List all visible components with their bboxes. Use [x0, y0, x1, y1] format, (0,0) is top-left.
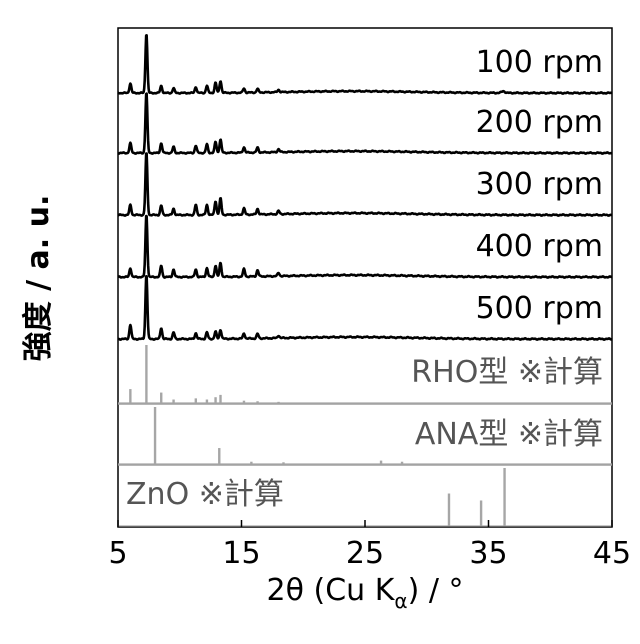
x-tick-label: 25: [346, 536, 384, 571]
series-label: 500 rpm: [476, 291, 603, 326]
reference-label: ZnO ※計算: [126, 477, 284, 512]
x-tick-label: 15: [222, 536, 260, 571]
x-tick-label: 35: [469, 536, 507, 571]
reference-label: ANA型 ※計算: [415, 417, 603, 452]
series-label: 400 rpm: [476, 229, 603, 264]
reference-label: RHO型 ※計算: [411, 355, 603, 390]
x-tick-label: 5: [108, 536, 127, 571]
series-label: 300 rpm: [476, 167, 603, 202]
y-axis-title: 強度 / a. u.: [21, 195, 56, 362]
x-tick-label: 45: [593, 536, 631, 571]
x-axis-title: 2θ (Cu Kα) / °: [267, 573, 464, 613]
series-label: 100 rpm: [476, 45, 603, 80]
series-label: 200 rpm: [476, 105, 603, 140]
